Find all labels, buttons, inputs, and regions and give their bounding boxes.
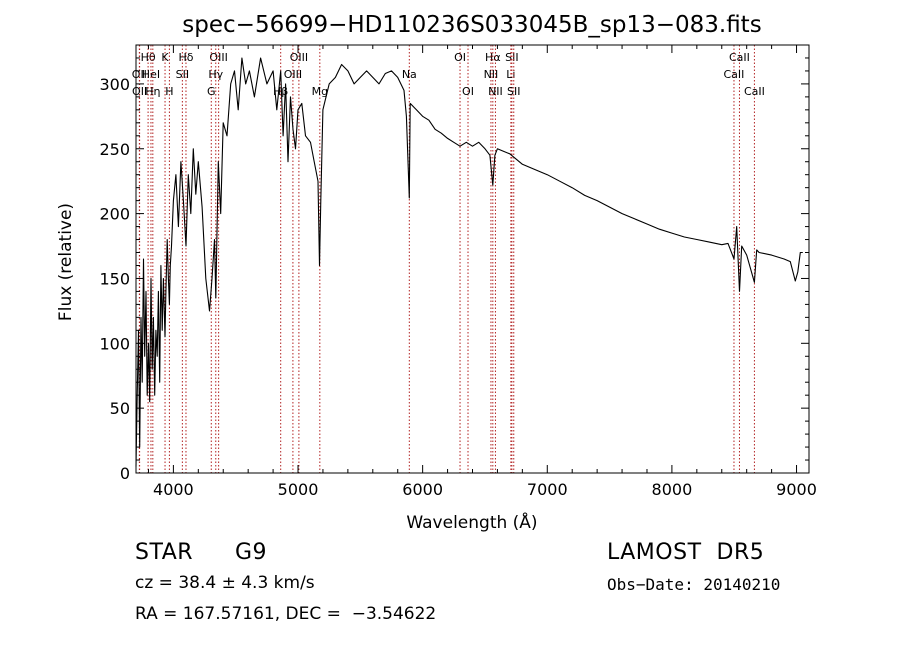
line-marker-label: OI — [462, 85, 474, 98]
line-marker-label: Hη — [145, 85, 160, 98]
line-marker-label: Na — [402, 68, 417, 81]
line-marker-label: SII — [507, 85, 520, 98]
redshift-cz: cz = 38.4 ± 4.3 km/s — [135, 573, 315, 593]
chart-title: spec−56699−HD110236S033045B_sp13−083.fit… — [182, 12, 761, 38]
y-axis: 0 50 100 150 200 250 300 — [99, 44, 809, 483]
spectrum-line — [135, 57, 803, 467]
line-marker-label: NII — [488, 85, 503, 98]
plot-frame — [135, 44, 810, 474]
observation-date: Obs−Date: 20140210 — [607, 575, 781, 594]
line-marker-label: Hα — [485, 51, 501, 64]
coordinates: RA = 167.57161, DEC = −3.54622 — [135, 604, 437, 624]
line-marker-label: SII — [505, 51, 518, 64]
line-marker-label: Hβ — [273, 85, 288, 98]
line-marker-label: Hθ — [141, 51, 156, 64]
line-marker-label: OIII — [209, 51, 227, 64]
spectral-subclass: G9 — [235, 540, 268, 565]
series-group — [135, 57, 803, 467]
x-tick-label: 4000 — [153, 480, 194, 499]
y-tick-label: 100 — [99, 334, 130, 353]
line-marker-label: HeI — [142, 68, 160, 81]
line-marker-label: NII — [484, 68, 499, 81]
line-marker-label: OIII — [284, 68, 302, 81]
line-marker-label: Li — [506, 68, 515, 81]
line-marker-label: OI — [454, 51, 466, 64]
line-marker-label: OIII — [290, 51, 308, 64]
x-tick-label: 7000 — [527, 480, 568, 499]
x-tick-label: 6000 — [402, 480, 443, 499]
object-type: STAR — [135, 540, 194, 565]
x-tick-label: 9000 — [776, 480, 817, 499]
line-marker-label: Mg — [312, 85, 328, 98]
x-axis-label: Wavelength (Å) — [406, 511, 537, 533]
line-marker-label: SII — [176, 68, 189, 81]
line-marker-label: Hγ — [208, 68, 223, 81]
x-tick-label: 5000 — [278, 480, 319, 499]
line-marker-label: K — [161, 51, 169, 64]
line-marker-label: Hδ — [178, 51, 193, 64]
y-tick-label: 0 — [120, 464, 130, 483]
x-tick-label: 8000 — [652, 480, 693, 499]
line-marker-label: CaII — [724, 68, 745, 81]
y-tick-label: 200 — [99, 205, 130, 224]
line-marker-label: CaII — [729, 51, 750, 64]
y-axis-label: Flux (relative) — [56, 203, 76, 321]
line-marker-label: G — [207, 85, 216, 98]
x-axis: 4000 5000 6000 7000 8000 9000 — [147, 45, 817, 499]
line-marker-label: H — [165, 85, 173, 98]
y-tick-label: 50 — [110, 399, 130, 418]
y-tick-label: 250 — [99, 140, 130, 159]
y-tick-label: 300 — [99, 75, 130, 94]
y-tick-label: 150 — [99, 269, 130, 288]
line-marker-label: CaII — [744, 85, 765, 98]
survey-name: LAMOST DR5 — [607, 540, 765, 565]
